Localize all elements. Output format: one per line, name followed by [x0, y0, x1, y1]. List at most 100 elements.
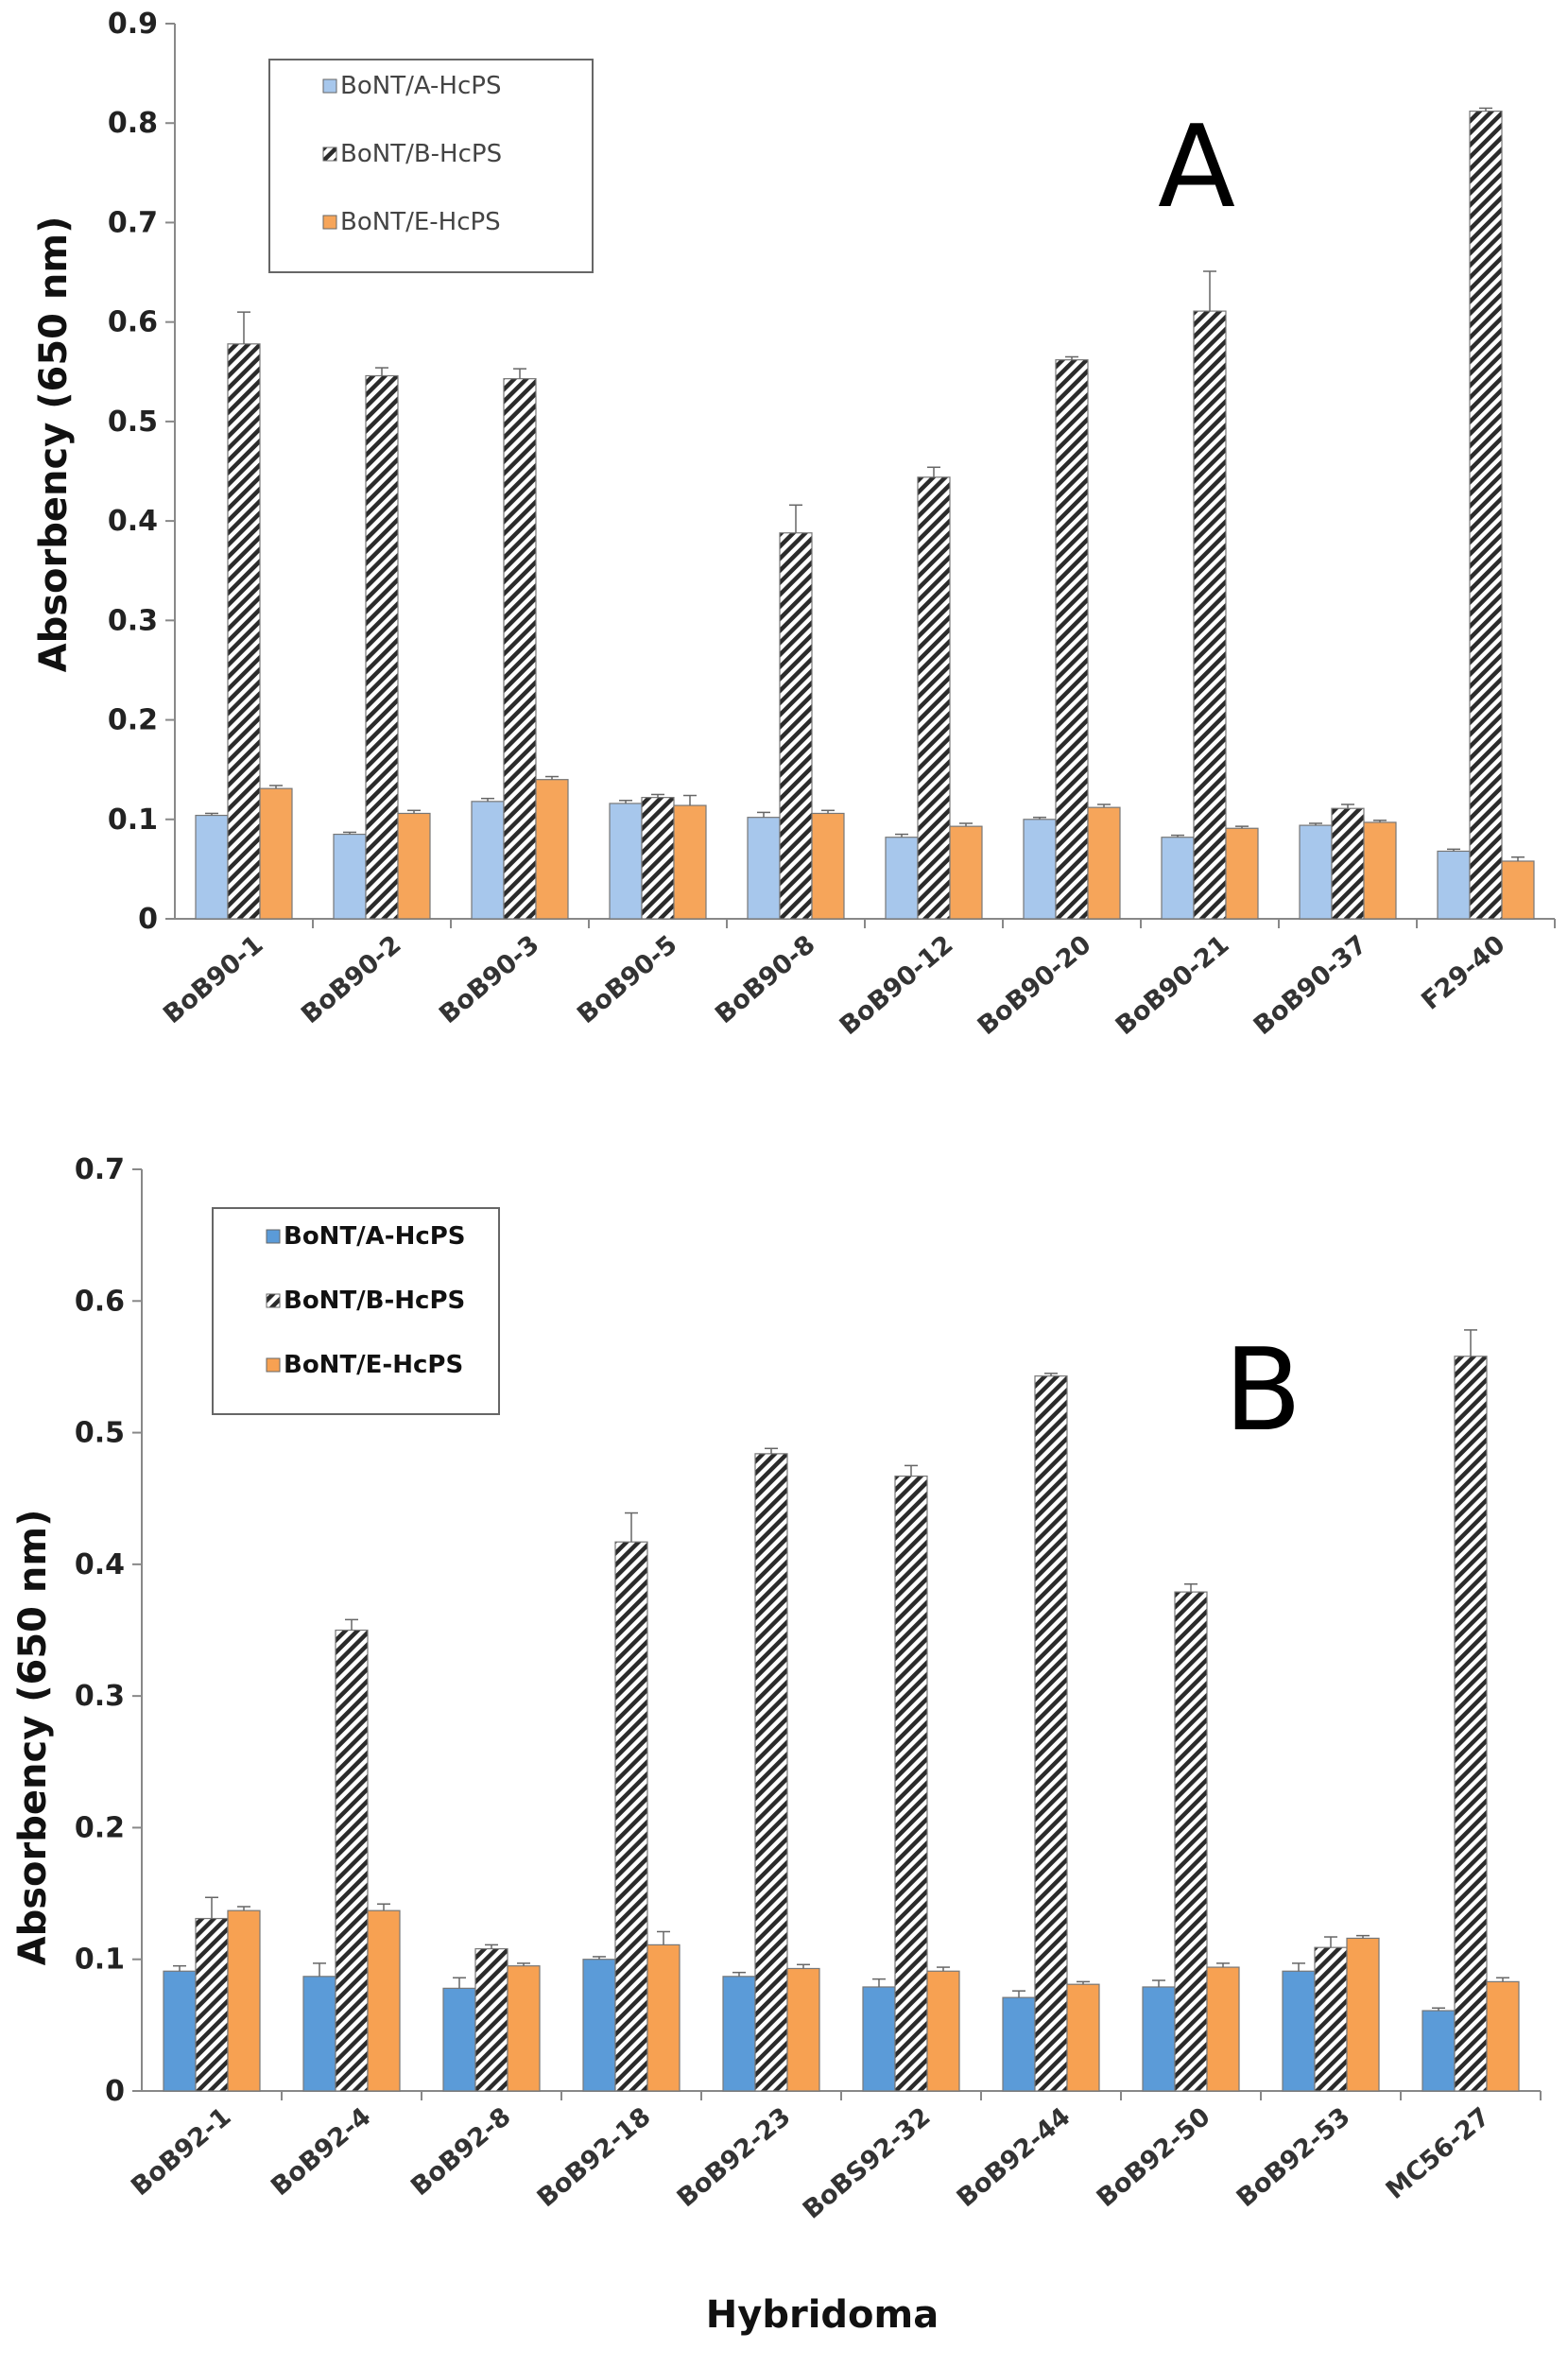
bar	[227, 343, 261, 920]
bar	[1331, 807, 1365, 920]
legend-label: BoNT/B-HcPS	[340, 140, 502, 168]
bar	[885, 837, 919, 920]
legend-swatch	[266, 1229, 281, 1244]
bar	[507, 1965, 541, 2092]
panel-b-legend-box	[212, 1207, 500, 1415]
panel-a-legend: BoNT/A-HcPS BoNT/B-HcPS BoNT/E-HcPS	[268, 59, 594, 273]
y-tick-label: 0.7	[108, 206, 158, 239]
bar	[259, 787, 293, 920]
bar	[926, 1970, 960, 2092]
bar	[811, 812, 845, 920]
bar	[754, 1453, 788, 2092]
x-tick-label: BoB90-37	[1249, 930, 1373, 1042]
bar	[1034, 1375, 1068, 2092]
bar	[582, 1959, 616, 2092]
y-tick-label: 0.4	[108, 505, 158, 538]
panel-a-y-ticks: 0 0.1 0.2 0.3 0.4 0.5 0.6 0.7 0.8 0.9	[108, 8, 175, 936]
bar	[641, 797, 675, 920]
legend-swatch	[322, 215, 337, 230]
x-tick-label: BoB90-1	[158, 930, 268, 1030]
y-tick-label: 0.1	[108, 803, 158, 837]
panel-a-letter: A	[1158, 102, 1235, 233]
bar	[195, 814, 229, 920]
bar	[747, 817, 781, 920]
x-tick-label: BoB92-23	[672, 2102, 797, 2214]
panel-b-x-axis-title: Hybridoma	[706, 2293, 939, 2337]
bar	[1174, 1591, 1208, 2092]
bar	[1142, 1986, 1176, 2092]
x-tick-label: MC56-27	[1381, 2102, 1496, 2205]
x-tick-label: BoBS92-32	[798, 2102, 937, 2225]
bar	[302, 1976, 336, 2092]
y-tick-label: 0.8	[108, 107, 158, 140]
y-tick-label: 0.2	[108, 704, 158, 737]
bar	[917, 476, 951, 920]
bar	[1002, 1996, 1036, 2092]
bar	[1023, 819, 1057, 920]
x-tick-label: BoB92-8	[405, 2102, 516, 2203]
bar	[333, 833, 367, 920]
x-tick-label: BoB92-1	[126, 2102, 236, 2203]
bar	[1501, 860, 1535, 920]
legend-swatch	[266, 1357, 281, 1373]
y-tick-label: 0.2	[75, 1811, 125, 1844]
panel-b-bars	[163, 1329, 1520, 2092]
legend-label: BoNT/E-HcPS	[340, 208, 501, 236]
bar	[949, 825, 983, 920]
x-tick-label: BoB90-2	[296, 930, 406, 1030]
bar	[1454, 1356, 1488, 2092]
legend-label: BoNT/B-HcPS	[284, 1287, 465, 1315]
panel-a-bars	[195, 107, 1535, 920]
panel-a-y-axis-title: Absorbency (650 nm)	[32, 216, 76, 673]
y-tick-label: 0.6	[108, 306, 158, 339]
x-tick-label: BoB90-8	[710, 930, 820, 1030]
bar	[163, 1970, 197, 2092]
bar	[1486, 1980, 1520, 2092]
bar	[367, 1909, 401, 2092]
bar	[474, 1947, 508, 2092]
bar	[535, 779, 569, 920]
y-tick-label: 0	[138, 903, 158, 936]
legend-swatch	[322, 78, 337, 94]
y-tick-label: 0.3	[108, 604, 158, 637]
bar	[1422, 2010, 1456, 2092]
x-tick-label: BoB90-12	[835, 930, 959, 1042]
bar	[1282, 1970, 1316, 2092]
bar	[1055, 359, 1089, 920]
y-tick-label: 0.5	[75, 1417, 125, 1450]
x-tick-label: F29-40	[1416, 930, 1510, 1016]
bar	[195, 1917, 229, 2092]
x-tick-label: BoB92-53	[1232, 2102, 1356, 2214]
bar	[862, 1986, 896, 2092]
bar	[1225, 827, 1259, 920]
x-tick-label: BoB92-50	[1092, 2102, 1216, 2214]
bar	[779, 532, 813, 920]
bar	[1066, 1983, 1100, 2092]
y-tick-label: 0.9	[108, 8, 158, 41]
y-tick-label: 0.1	[75, 1944, 125, 1977]
x-tick-label: BoB92-4	[266, 2102, 376, 2203]
bar	[1087, 806, 1121, 920]
bar	[1206, 1966, 1240, 2092]
bar	[894, 1475, 928, 2092]
bar	[673, 804, 707, 920]
y-tick-label: 0	[105, 2075, 125, 2108]
x-tick-label: BoB90-5	[572, 930, 682, 1030]
bar	[1161, 837, 1195, 920]
legend-label: BoNT/E-HcPS	[284, 1351, 463, 1379]
y-tick-label: 0.4	[75, 1548, 125, 1581]
panel-b-y-axis-title: Absorbency (650 nm)	[11, 1510, 55, 1966]
x-tick-label: BoB92-44	[952, 2102, 1077, 2214]
bar	[1346, 1937, 1380, 2092]
y-tick-label: 0.6	[75, 1285, 125, 1318]
bar	[786, 1967, 820, 2092]
legend-label: BoNT/A-HcPS	[340, 72, 501, 100]
bar	[1469, 110, 1503, 920]
bar	[1314, 1946, 1348, 2092]
panel-b-chart: 0 0.1 0.2 0.3 0.4 0.5 0.6 0.7 BoB92-1 BoB92-4 BoB…	[11, 1153, 1542, 2337]
bar	[503, 378, 537, 920]
bar	[1299, 824, 1333, 920]
x-tick-label: BoB90-21	[1111, 930, 1235, 1042]
y-tick-label: 0.7	[75, 1153, 125, 1186]
